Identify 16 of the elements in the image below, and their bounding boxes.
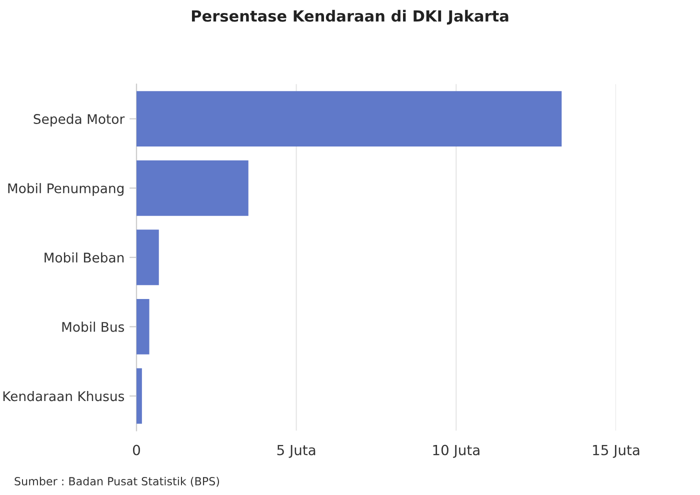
y-tick-label: Mobil Beban bbox=[44, 252, 124, 263]
y-tick-label: Mobil Bus bbox=[62, 322, 124, 332]
y-tick-label: Kendaraan Khusus bbox=[3, 390, 124, 402]
x-tick-label: 5 Juta bbox=[277, 444, 316, 458]
text: Sumber : Badan Pusat Statistik (BPS) bbox=[14, 476, 220, 487]
bar bbox=[136, 230, 159, 286]
y-tick-label: Mobil Penumpang bbox=[8, 183, 124, 196]
x-tick-label: 15 Juta bbox=[593, 444, 640, 458]
chart-title: Persentase Kendaraan di DKI Jakarta bbox=[192, 10, 508, 25]
x-tick-label: 0 bbox=[132, 444, 140, 456]
bar bbox=[136, 160, 248, 216]
bar bbox=[136, 91, 562, 147]
y-tick-label: Sepeda Motor bbox=[34, 114, 125, 127]
bar bbox=[136, 298, 150, 354]
bar bbox=[136, 368, 142, 424]
x-tick-label: 10 Juta bbox=[433, 444, 480, 458]
